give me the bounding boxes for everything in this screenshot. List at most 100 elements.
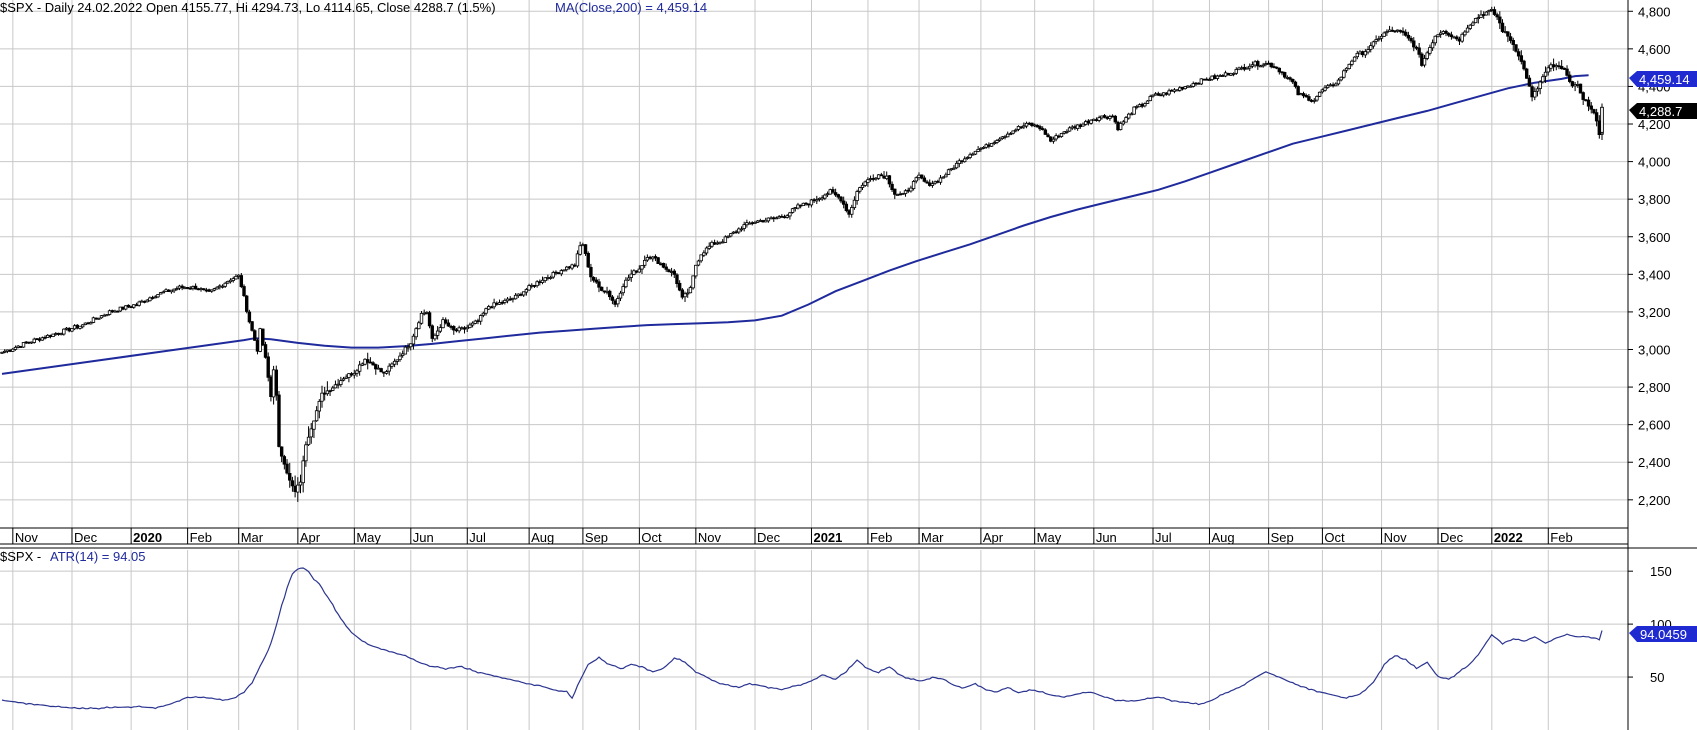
candle-body	[852, 199, 857, 209]
candle-body	[575, 253, 580, 267]
candle	[465, 324, 469, 333]
candle	[683, 291, 687, 302]
candle	[656, 256, 660, 264]
candle-body	[1296, 86, 1300, 96]
candle-body	[1438, 32, 1443, 35]
candle	[255, 338, 260, 355]
candle-body	[1498, 16, 1502, 24]
candle-body	[1307, 96, 1311, 101]
candle	[583, 244, 588, 256]
candle-body	[1452, 36, 1456, 39]
candle-body	[234, 275, 238, 280]
candle	[675, 273, 679, 288]
candle	[331, 385, 335, 392]
candle-body	[1170, 89, 1174, 92]
candle	[11, 347, 15, 352]
candle	[306, 426, 311, 446]
candle	[1374, 35, 1378, 45]
candle-body	[236, 274, 241, 277]
candle	[1438, 30, 1443, 38]
candle	[48, 334, 53, 339]
candle-body	[1492, 9, 1497, 15]
candle-body	[968, 154, 972, 158]
candle-body	[696, 260, 701, 266]
candle-body	[621, 286, 625, 294]
candle-body	[1323, 87, 1327, 91]
candle-body	[688, 287, 693, 294]
candle	[841, 196, 846, 209]
candle-body	[645, 257, 650, 261]
candle	[1366, 46, 1370, 55]
candle	[191, 285, 195, 291]
x-tick-label: Jun	[1096, 530, 1117, 545]
candle-body	[1116, 121, 1120, 131]
candle-body	[1075, 124, 1080, 129]
candle	[1108, 114, 1112, 121]
candle-body	[554, 271, 558, 274]
x-tick-label: Mar	[241, 530, 264, 545]
candle-body	[1205, 78, 1209, 81]
candle	[1030, 122, 1034, 128]
candle	[438, 324, 443, 334]
candle-body	[1094, 119, 1099, 122]
candle	[1019, 125, 1023, 129]
candle-body	[726, 235, 730, 238]
candle	[798, 204, 803, 209]
candle-body	[460, 327, 464, 330]
candle	[70, 328, 74, 333]
candle-body	[1495, 14, 1499, 18]
candle-body	[965, 157, 970, 159]
candle-body	[887, 175, 892, 185]
candle-body	[1054, 135, 1058, 140]
candle-body	[83, 322, 88, 325]
candle	[400, 350, 405, 358]
candle	[1360, 50, 1365, 58]
candle	[677, 280, 682, 292]
candle-body	[938, 177, 943, 183]
candle	[1129, 112, 1134, 116]
candle-body	[1199, 78, 1204, 85]
candle	[790, 207, 795, 214]
candle-body	[618, 292, 623, 299]
candle-body	[1594, 112, 1599, 122]
candle	[1261, 62, 1265, 68]
candle	[258, 327, 262, 353]
candle-body	[478, 315, 483, 322]
candle	[105, 314, 109, 317]
candle	[1309, 98, 1314, 103]
candle-body	[113, 310, 117, 313]
candle-body	[1387, 29, 1392, 33]
candle	[1334, 82, 1338, 87]
candle-body	[610, 296, 615, 301]
candle	[1484, 10, 1489, 16]
candle	[508, 296, 512, 301]
candle-body	[1336, 79, 1341, 85]
candle-body	[1554, 65, 1558, 68]
candle	[91, 316, 96, 324]
candle-body	[930, 183, 935, 186]
candle-body	[32, 338, 36, 343]
candle-body	[914, 177, 918, 182]
candle-body	[1304, 94, 1308, 98]
candle-body	[99, 315, 104, 319]
candle-body	[495, 302, 499, 305]
atr-value-tag-text: 94.0459	[1640, 627, 1687, 642]
candle	[718, 241, 722, 245]
candle	[1086, 119, 1091, 126]
candle	[419, 311, 424, 325]
candle-body	[443, 319, 448, 324]
candle-body	[325, 390, 330, 395]
candle-body	[755, 220, 760, 223]
candle-body	[637, 268, 642, 273]
candle	[1401, 27, 1405, 36]
candle-body	[242, 286, 246, 297]
candle-body	[180, 285, 184, 289]
candle	[1465, 24, 1470, 33]
candle	[360, 362, 365, 367]
candle-body	[1151, 94, 1155, 97]
candle-body	[129, 306, 133, 309]
candle	[903, 189, 908, 197]
candle	[301, 455, 305, 493]
candle-body	[1471, 22, 1475, 26]
candle	[1137, 103, 1142, 108]
